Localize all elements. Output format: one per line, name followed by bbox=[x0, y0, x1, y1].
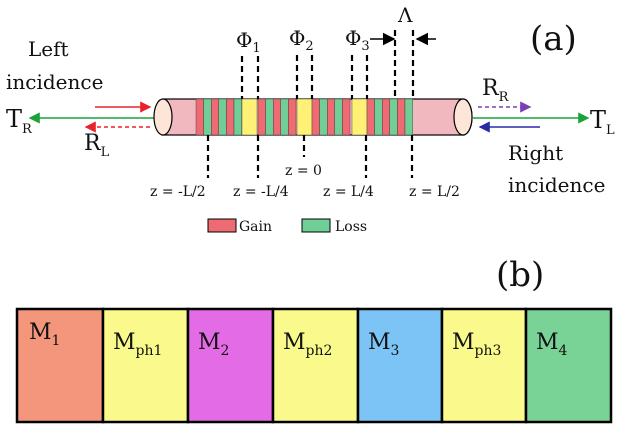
legend-gain-swatch bbox=[207, 218, 237, 233]
gain-loss-stripe bbox=[257, 98, 266, 136]
label-phi2: Φ2 bbox=[289, 26, 314, 54]
gain-loss-stripe bbox=[404, 98, 413, 136]
gain-loss-stripe bbox=[218, 98, 227, 136]
z-label-2: z = 0 bbox=[285, 163, 322, 179]
left-end-cap bbox=[153, 98, 173, 136]
label-T-R: TR bbox=[6, 105, 33, 137]
left-incidence-line1: Left bbox=[28, 37, 69, 61]
block-label-4: Mph2 bbox=[283, 330, 332, 359]
legend-gain-label: Gain bbox=[239, 219, 272, 235]
right-incidence-line1: Right bbox=[508, 141, 563, 165]
gain-loss-stripe bbox=[226, 98, 235, 136]
block-5 bbox=[356, 307, 444, 424]
label-R-R: RR bbox=[482, 76, 510, 105]
legend-loss-swatch bbox=[301, 218, 331, 233]
block-7 bbox=[524, 307, 613, 424]
block-row: M1 Mph1 M2 Mph2 M3 Mph3 M4 bbox=[15, 307, 613, 424]
z-label-1: z = -L/4 bbox=[233, 184, 289, 200]
right-end-cap bbox=[453, 98, 473, 136]
gain-loss-stripe bbox=[273, 98, 282, 136]
gain-loss-stripe bbox=[334, 98, 343, 136]
block-1 bbox=[15, 307, 105, 424]
z-label-4: z = L/2 bbox=[409, 184, 460, 200]
gain-loss-stripes bbox=[195, 98, 413, 136]
gain-loss-stripe bbox=[280, 98, 289, 136]
legend: Gain Loss bbox=[207, 218, 367, 235]
gain-loss-stripe bbox=[311, 98, 320, 136]
gain-loss-stripe bbox=[265, 98, 274, 136]
block-label-5: M3 bbox=[368, 330, 399, 359]
marker-lines bbox=[206, 30, 415, 178]
legend-loss-label: Loss bbox=[335, 219, 367, 235]
block-label-2: Mph1 bbox=[113, 330, 162, 359]
label-phi3: Φ3 bbox=[345, 26, 370, 54]
gain-loss-stripe bbox=[210, 98, 219, 136]
block-6 bbox=[440, 307, 528, 424]
block-label-1: M1 bbox=[29, 320, 60, 349]
left-incidence-line2: incidence bbox=[6, 70, 103, 94]
z-label-3: z = L/4 bbox=[323, 184, 374, 200]
gain-loss-stripe bbox=[366, 98, 375, 136]
waveguide bbox=[153, 98, 473, 136]
z-label-0: z = -L/2 bbox=[150, 184, 206, 200]
phase-section bbox=[351, 98, 368, 136]
gain-loss-stripe bbox=[374, 98, 383, 136]
gain-loss-stripe bbox=[288, 98, 297, 136]
block-2 bbox=[101, 307, 190, 424]
gain-loss-stripe bbox=[327, 98, 336, 136]
gain-loss-stripe bbox=[319, 98, 328, 136]
block-4 bbox=[271, 307, 360, 424]
block-label-3: M2 bbox=[198, 330, 229, 359]
phase-section bbox=[241, 98, 258, 136]
gain-loss-stripe bbox=[382, 98, 391, 136]
label-phi1: Φ1 bbox=[236, 28, 261, 56]
gain-loss-stripe bbox=[389, 98, 398, 136]
phase-section bbox=[296, 98, 313, 136]
block-label-6: Mph3 bbox=[452, 330, 501, 359]
gain-loss-stripe bbox=[195, 98, 204, 136]
label-period: Λ bbox=[397, 3, 413, 27]
gain-loss-stripe bbox=[342, 98, 351, 136]
gain-loss-stripe bbox=[397, 98, 406, 136]
panel-b-label: (b) bbox=[496, 255, 544, 295]
label-R-L: RL bbox=[84, 131, 110, 160]
block-label-7: M4 bbox=[536, 330, 568, 359]
panel-a-label: (a) bbox=[530, 19, 577, 59]
label-T-L: TL bbox=[590, 106, 615, 138]
gain-loss-stripe bbox=[203, 98, 212, 136]
block-3 bbox=[186, 307, 275, 424]
gain-loss-stripe bbox=[233, 98, 242, 136]
right-incidence-line2: incidence bbox=[508, 173, 605, 197]
